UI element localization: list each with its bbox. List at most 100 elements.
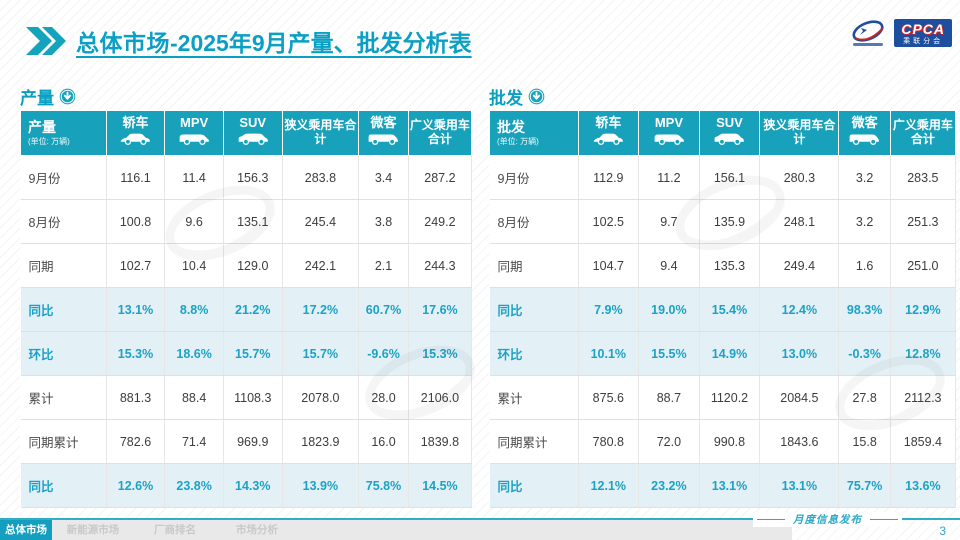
- row-label: 同比: [20, 287, 107, 332]
- col-header-sedan: 轿车: [105, 110, 166, 156]
- table-cell: 15.3%: [408, 331, 473, 376]
- tables-area: 产量 产量 (单位: 万辆) 轿车: [20, 84, 957, 508]
- wholesale-section: 批发 批发 (单位: 万辆) 轿车: [489, 84, 957, 508]
- page-header: 总体市场-2025年9月产量、批发分析表: [26, 24, 472, 58]
- table-cell: 2112.3: [890, 375, 957, 420]
- table-cell: 969.9: [223, 419, 283, 464]
- table-cell: 242.1: [282, 243, 360, 288]
- table-cell: 249.2: [408, 199, 473, 244]
- table-cell: 3.2: [838, 155, 891, 200]
- cpca-logo: CPCA 乘联分会: [847, 16, 952, 50]
- col-header-narrow-total: 狭义乘用车合计: [281, 110, 360, 156]
- table-cell: 881.3: [106, 375, 166, 420]
- cpca-logo-text: CPCA: [901, 21, 945, 37]
- table-cell: 251.0: [890, 243, 957, 288]
- table-cell: 782.6: [106, 419, 166, 464]
- production-header-label-cell: 产量 (单位: 万辆): [20, 110, 107, 156]
- table-cell: 10.1%: [578, 331, 640, 376]
- table-cell: -9.6%: [358, 331, 409, 376]
- table-cell: 1108.3: [223, 375, 283, 420]
- table-cell: 135.1: [223, 199, 283, 244]
- table-cell: 60.7%: [358, 287, 409, 332]
- table-cell: 2084.5: [759, 375, 840, 420]
- col-header-microvan: 微客: [358, 110, 409, 156]
- col-header-mpv: MPV: [164, 110, 224, 156]
- microvan-icon: [849, 134, 880, 145]
- table-cell: 15.5%: [638, 331, 700, 376]
- table-row: 8月份 100.8 9.6 135.1 245.4 3.8 249.2: [20, 199, 473, 244]
- table-cell: 112.9: [578, 155, 640, 200]
- wholesale-header-label-cell: 批发 (单位: 万辆): [489, 110, 579, 156]
- row-label: 同比: [20, 463, 107, 508]
- table-cell: 14.3%: [223, 463, 283, 508]
- row-label: 同期累计: [489, 419, 579, 464]
- production-section: 产量 产量 (单位: 万辆) 轿车: [20, 84, 473, 508]
- table-cell: -0.3%: [838, 331, 891, 376]
- down-arrow-circle-icon: [59, 88, 76, 104]
- table-cell: 248.1: [759, 199, 840, 244]
- table-row: 同比 7.9% 19.0% 15.4% 12.4% 98.3% 12.9%: [489, 287, 957, 332]
- table-cell: 875.6: [578, 375, 640, 420]
- table-cell: 18.6%: [164, 331, 224, 376]
- table-cell: 11.4: [164, 155, 224, 200]
- table-cell: 12.6%: [106, 463, 166, 508]
- table-cell: 13.0%: [759, 331, 840, 376]
- table-cell: 13.1%: [106, 287, 166, 332]
- header-unit: (单位: 万辆): [497, 136, 539, 146]
- header-label: 批发: [497, 119, 525, 136]
- table-cell: 88.4: [164, 375, 224, 420]
- tab-market-analysis[interactable]: 市场分析: [236, 524, 278, 536]
- table-cell: 1839.8: [408, 419, 473, 464]
- row-label: 同期: [489, 243, 579, 288]
- table-cell: 13.1%: [699, 463, 761, 508]
- col-header-broad-total: 广义乘用车合计: [889, 110, 957, 156]
- tab-oem-ranking[interactable]: 厂商排名: [154, 524, 196, 536]
- tab-nev-market[interactable]: 新能源市场: [66, 524, 120, 536]
- suv-icon: [238, 133, 268, 145]
- footer-divider: [0, 518, 960, 520]
- divider-line: [870, 519, 898, 520]
- row-label: 9月份: [20, 155, 107, 200]
- table-cell: 1.6: [838, 243, 891, 288]
- table-cell: 135.9: [699, 199, 761, 244]
- page-title-bold: 总体市场: [76, 30, 170, 56]
- row-label: 同期累计: [20, 419, 107, 464]
- down-arrow-circle-icon: [528, 88, 545, 104]
- table-cell: 283.8: [282, 155, 360, 200]
- double-chevron-icon: [26, 27, 66, 55]
- tab-overall-market[interactable]: 总体市场: [0, 520, 52, 540]
- wholesale-section-label: 批发: [489, 84, 956, 108]
- production-header-row: 产量 (单位: 万辆) 轿车 MPV SUV: [20, 110, 473, 156]
- production-label-text: 产量: [20, 88, 54, 108]
- table-cell: 245.4: [282, 199, 360, 244]
- table-cell: 15.3%: [106, 331, 166, 376]
- col-header-microvan: 微客: [838, 110, 891, 156]
- table-cell: 129.0: [223, 243, 283, 288]
- col-header-narrow-total: 狭义乘用车合计: [759, 110, 840, 156]
- table-cell: 283.5: [890, 155, 957, 200]
- table-cell: 14.5%: [408, 463, 473, 508]
- table-cell: 9.4: [638, 243, 700, 288]
- table-cell: 13.1%: [759, 463, 840, 508]
- col-header-mpv: MPV: [638, 110, 700, 156]
- table-cell: 28.0: [358, 375, 409, 420]
- page-number: 3: [939, 524, 946, 538]
- table-row: 环比 15.3% 18.6% 15.7% 15.7% -9.6% 15.3%: [20, 331, 473, 376]
- row-label: 环比: [20, 331, 107, 376]
- table-cell: 75.8%: [358, 463, 409, 508]
- row-label: 8月份: [20, 199, 107, 244]
- table-row: 环比 10.1% 15.5% 14.9% 13.0% -0.3% 12.8%: [489, 331, 957, 376]
- col-header-suv: SUV: [698, 110, 761, 156]
- suv-icon: [714, 133, 745, 145]
- table-cell: 75.7%: [838, 463, 891, 508]
- table-cell: 244.3: [408, 243, 473, 288]
- table-cell: 1120.2: [699, 375, 761, 420]
- page-title-rest: -2025年9月产量、批发分析表: [170, 30, 472, 56]
- table-cell: 13.6%: [890, 463, 957, 508]
- table-cell: 3.8: [358, 199, 409, 244]
- table-cell: 15.4%: [699, 287, 761, 332]
- col-header-sedan: 轿车: [577, 110, 640, 156]
- table-cell: 287.2: [408, 155, 473, 200]
- table-cell: 249.4: [759, 243, 840, 288]
- table-row: 同期 102.7 10.4 129.0 242.1 2.1 244.3: [20, 243, 473, 288]
